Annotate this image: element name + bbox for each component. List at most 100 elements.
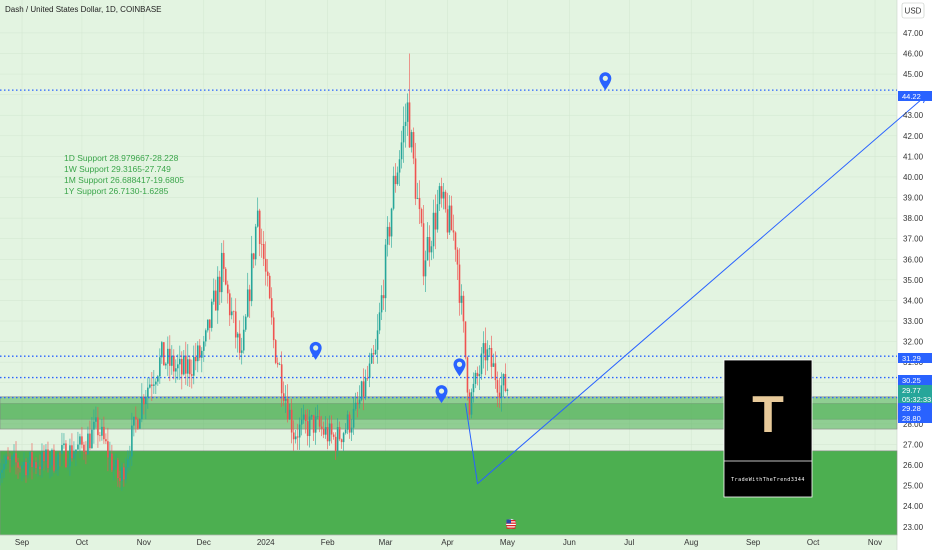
candle-body xyxy=(101,426,103,436)
candle-body xyxy=(232,311,235,313)
candle-body xyxy=(366,377,369,379)
time-tick-label: Nov xyxy=(137,538,151,547)
candle-body xyxy=(298,424,301,438)
candle-body xyxy=(280,364,283,394)
candle-body xyxy=(412,132,415,159)
location-pin-icon[interactable] xyxy=(435,385,448,404)
price-tag: 29.28 xyxy=(898,403,932,413)
candle-body xyxy=(83,444,85,452)
candle-body xyxy=(454,232,457,250)
price-tick-label: 27.00 xyxy=(903,440,924,449)
price-tick-label: 46.00 xyxy=(903,50,924,59)
candle-body xyxy=(286,398,289,420)
candle-body xyxy=(460,295,463,303)
candle-body xyxy=(147,387,149,397)
price-tick-label: 39.00 xyxy=(903,194,924,203)
candle-body xyxy=(167,348,169,364)
candle-body xyxy=(356,402,359,405)
candle-body xyxy=(378,312,381,331)
price-tick-label: 38.00 xyxy=(903,214,924,223)
candle-body xyxy=(432,212,435,247)
candle-body xyxy=(340,439,343,443)
candle-body xyxy=(444,191,447,210)
candle-body xyxy=(51,449,53,466)
candle-body xyxy=(400,142,403,160)
candle-body xyxy=(414,158,417,199)
candle-body xyxy=(214,290,217,311)
time-tick-label: May xyxy=(500,538,515,547)
candle-body xyxy=(99,435,101,436)
candle-body xyxy=(346,414,349,430)
candle-body xyxy=(424,260,427,277)
candle-body xyxy=(284,398,287,401)
us-flag-icon[interactable] xyxy=(505,518,517,530)
candle-body xyxy=(292,432,295,440)
candle-body xyxy=(266,271,269,276)
candle-body xyxy=(308,416,311,437)
price-tick-label: 34.00 xyxy=(903,296,924,305)
candle-body xyxy=(330,423,333,435)
candle-body xyxy=(462,295,465,322)
candle-body xyxy=(300,419,303,425)
price-tick-label: 35.00 xyxy=(903,276,924,285)
candle-body xyxy=(125,467,127,480)
candle-body xyxy=(352,408,355,428)
candle-body xyxy=(117,459,119,479)
candle-body xyxy=(105,439,107,442)
candle-body xyxy=(220,252,223,293)
candle-body xyxy=(240,350,243,353)
price-tag: 44.22 xyxy=(898,91,932,101)
candle-body xyxy=(183,355,185,375)
candle-body xyxy=(25,462,27,476)
candle-body xyxy=(494,363,497,381)
candle-body xyxy=(79,436,81,445)
candle-body xyxy=(296,436,299,438)
candle-body xyxy=(322,428,325,435)
time-axis-ticks: Sep Oct Nov Dec 2024 Feb Mar Apr May Jun Jul Aug Sep… xyxy=(15,538,882,547)
time-tick-label: Oct xyxy=(76,538,89,547)
candle-body xyxy=(175,368,177,372)
candle-body xyxy=(392,175,395,209)
candle-body xyxy=(456,249,459,265)
candle-body xyxy=(177,364,179,369)
candle-body xyxy=(270,298,273,318)
candle-body xyxy=(141,397,143,420)
candle-body xyxy=(145,396,147,405)
candle-body xyxy=(306,421,309,437)
price-tag-label: 44.22 xyxy=(902,92,921,101)
price-tick-label: 47.00 xyxy=(903,29,924,38)
location-pin-icon[interactable] xyxy=(309,341,322,360)
candle-body xyxy=(358,399,361,405)
support-note-1y: 1Y Support 26.7130-1.6285 xyxy=(64,186,169,196)
location-pin-icon[interactable] xyxy=(599,72,612,91)
candle-body xyxy=(250,253,253,302)
candle-body xyxy=(179,358,181,365)
candle-body xyxy=(272,317,275,341)
candle-body xyxy=(228,293,231,316)
candle-body xyxy=(446,209,449,233)
candle-body xyxy=(85,451,87,455)
candle-body xyxy=(161,342,163,358)
candle-body xyxy=(19,467,21,469)
candle-body xyxy=(159,357,161,377)
candle-body xyxy=(410,132,413,148)
candle-body xyxy=(252,253,255,260)
candle-body xyxy=(268,275,271,299)
candle-body xyxy=(310,415,313,417)
location-pin-icon[interactable] xyxy=(453,358,466,377)
candle-body xyxy=(185,355,187,374)
price-tick-label: 37.00 xyxy=(903,235,924,244)
candle-body xyxy=(448,205,451,233)
candle-body xyxy=(33,462,35,467)
price-tag: 28.80 xyxy=(898,413,932,423)
candle-body xyxy=(320,426,323,429)
currency-button[interactable]: USD xyxy=(901,2,925,19)
candle-body xyxy=(442,191,445,199)
candle-body xyxy=(376,330,379,350)
candle-body xyxy=(504,374,507,392)
price-tag-label: 29.77 xyxy=(902,386,921,395)
candle-body xyxy=(408,102,411,148)
time-tick-label: Oct xyxy=(807,538,820,547)
candle-body xyxy=(191,374,193,376)
